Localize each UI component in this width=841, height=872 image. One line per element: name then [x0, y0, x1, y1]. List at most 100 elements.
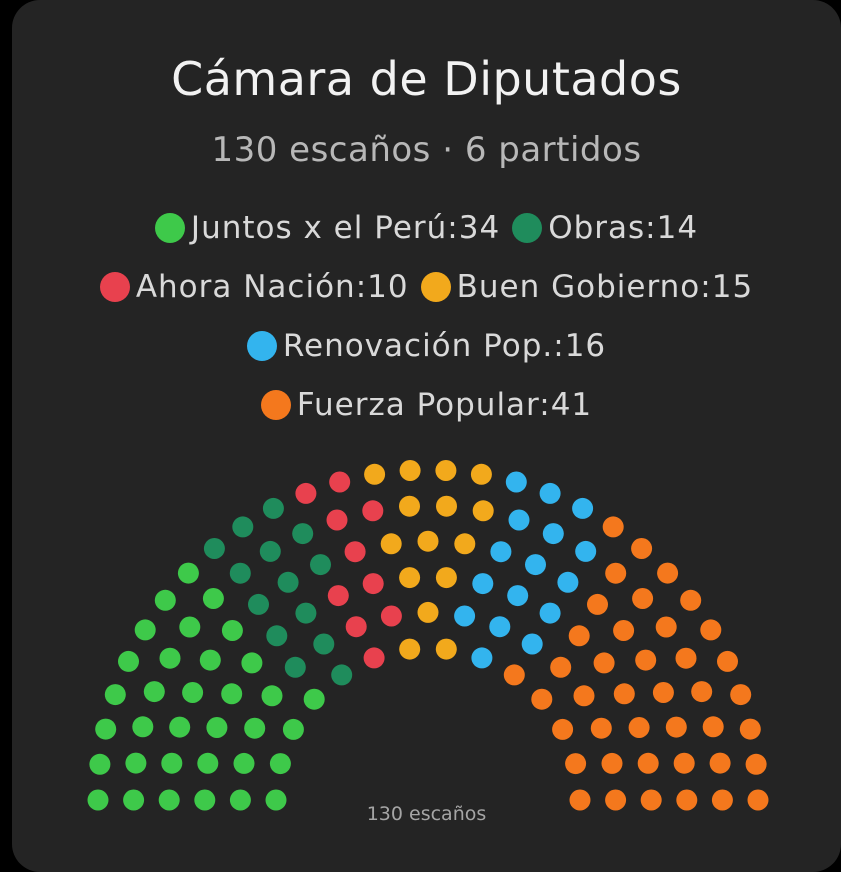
seat-renovacion-pop: [539, 482, 561, 504]
legend-swatch: [260, 389, 291, 420]
legend-label: Fuerza Popular:: [296, 386, 551, 423]
seat-ahora-nacion: [329, 471, 351, 493]
seat-juntos-x-el-peru: [118, 650, 139, 672]
seat-juntos-x-el-peru: [143, 681, 165, 703]
legend-item-juntos-x-el-peru: Juntos x el Perú: 34: [154, 209, 501, 246]
legend-swatch: [246, 330, 277, 361]
seat-juntos-x-el-peru: [159, 647, 181, 669]
seat-buen-gobierno: [399, 495, 420, 517]
seat-renovacion-pop: [490, 541, 512, 563]
seat-fuerza-popular: [632, 588, 654, 609]
seat-fuerza-popular: [717, 650, 738, 672]
seat-fuerza-popular: [590, 717, 612, 739]
seat-ahora-nacion: [362, 500, 384, 522]
seat-fuerza-popular: [700, 619, 722, 641]
seat-fuerza-popular: [702, 716, 724, 738]
seat-juntos-x-el-peru: [241, 652, 263, 674]
seat-buen-gobierno: [417, 601, 439, 623]
seat-renovacion-pop: [539, 602, 561, 624]
seat-obras: [262, 497, 284, 519]
legend-label: Obras:: [548, 209, 657, 246]
seat-fuerza-popular: [635, 649, 657, 671]
seat-ahora-nacion: [362, 573, 384, 595]
seat-fuerza-popular: [613, 683, 635, 705]
legend: Juntos x el Perú: 34 Obras: 14 Ahora Nac…: [12, 198, 841, 434]
seat-fuerza-popular: [657, 562, 679, 584]
seat-fuerza-popular: [531, 688, 553, 710]
seat-fuerza-popular: [673, 752, 695, 774]
seat-ahora-nacion: [380, 605, 402, 627]
legend-label: Buen Gobierno:: [456, 268, 712, 305]
seat-renovacion-pop: [507, 585, 529, 607]
seat-buen-gobierno: [470, 463, 492, 485]
seat-juntos-x-el-peru: [261, 685, 283, 707]
seat-obras: [232, 516, 254, 538]
seat-buen-gobierno: [364, 463, 386, 485]
seat-juntos-x-el-peru: [269, 753, 291, 775]
legend-label: Ahora Nación:: [135, 268, 368, 305]
seat-juntos-x-el-peru: [132, 716, 154, 738]
seat-fuerza-popular: [745, 753, 767, 775]
legend-value: 41: [550, 386, 593, 423]
seat-obras: [229, 562, 251, 584]
seat-buen-gobierno: [399, 460, 421, 481]
seat-ahora-nacion: [363, 647, 385, 669]
seat-fuerza-popular: [550, 656, 572, 678]
legend-value: 14: [656, 209, 699, 246]
seat-juntos-x-el-peru: [89, 753, 111, 775]
seat-juntos-x-el-peru: [177, 562, 199, 584]
seat-buen-gobierno: [435, 460, 457, 481]
legend-row: Fuerza Popular: 41: [12, 375, 841, 434]
seat-juntos-x-el-peru: [182, 682, 204, 703]
legend-swatch: [420, 271, 451, 302]
seat-buen-gobierno: [399, 638, 421, 660]
seat-renovacion-pop: [575, 540, 597, 562]
seat-renovacion-pop: [471, 647, 493, 669]
seat-buen-gobierno: [435, 567, 457, 589]
seat-fuerza-popular: [730, 684, 752, 706]
seat-buen-gobierno: [417, 530, 439, 552]
seat-fuerza-popular: [637, 752, 659, 774]
seat-buen-gobierno: [380, 533, 402, 555]
seat-count-footer: 130 escaños: [366, 803, 487, 825]
legend-item-obras: Obras: 14: [512, 210, 698, 246]
seat-juntos-x-el-peru: [134, 619, 156, 641]
seat-fuerza-popular: [675, 647, 697, 669]
seat-fuerza-popular: [573, 685, 595, 707]
seat-renovacion-pop: [557, 571, 579, 593]
seat-fuerza-popular: [613, 620, 635, 641]
seat-fuerza-popular: [601, 752, 623, 774]
seat-juntos-x-el-peru: [169, 716, 191, 738]
seat-fuerza-popular: [565, 753, 587, 775]
seat-fuerza-popular: [680, 589, 702, 611]
seat-obras: [248, 593, 269, 615]
seat-renovacion-pop: [508, 509, 530, 531]
seat-buen-gobierno: [454, 533, 476, 555]
seat-obras: [266, 625, 288, 647]
chart-subtitle: 130 escaños · 6 partidos: [211, 130, 642, 170]
seat-fuerza-popular: [631, 538, 653, 559]
seat-fuerza-popular: [709, 752, 731, 774]
legend-item-fuerza-popular: Fuerza Popular: 41: [260, 386, 593, 423]
seat-obras: [203, 538, 225, 559]
seat-juntos-x-el-peru: [179, 616, 201, 638]
seat-fuerza-popular: [652, 682, 674, 703]
legend-value: 10: [367, 268, 409, 305]
legend-row: Renovación Pop.: 16: [12, 316, 841, 375]
legend-row: Juntos x el Perú: 34 Obras: 14: [12, 198, 841, 257]
seat-fuerza-popular: [552, 718, 574, 740]
legend-value: 34: [458, 209, 501, 246]
seat-obras: [259, 540, 281, 562]
seat-juntos-x-el-peru: [303, 688, 325, 710]
chart-title: Cámara de Diputados: [171, 52, 682, 106]
legend-item-renovacion-pop: Renovación Pop.: 16: [246, 328, 606, 364]
seat-juntos-x-el-peru: [125, 752, 147, 774]
seat-obras: [310, 554, 331, 576]
seat-renovacion-pop: [472, 573, 494, 595]
seat-juntos-x-el-peru: [282, 718, 304, 740]
seat-juntos-x-el-peru: [95, 718, 117, 740]
seat-ahora-nacion: [345, 616, 367, 638]
seat-fuerza-popular: [587, 593, 608, 615]
legend-item-buen-gobierno: Buen Gobierno: 15: [420, 268, 754, 305]
legend-swatch: [99, 271, 130, 302]
